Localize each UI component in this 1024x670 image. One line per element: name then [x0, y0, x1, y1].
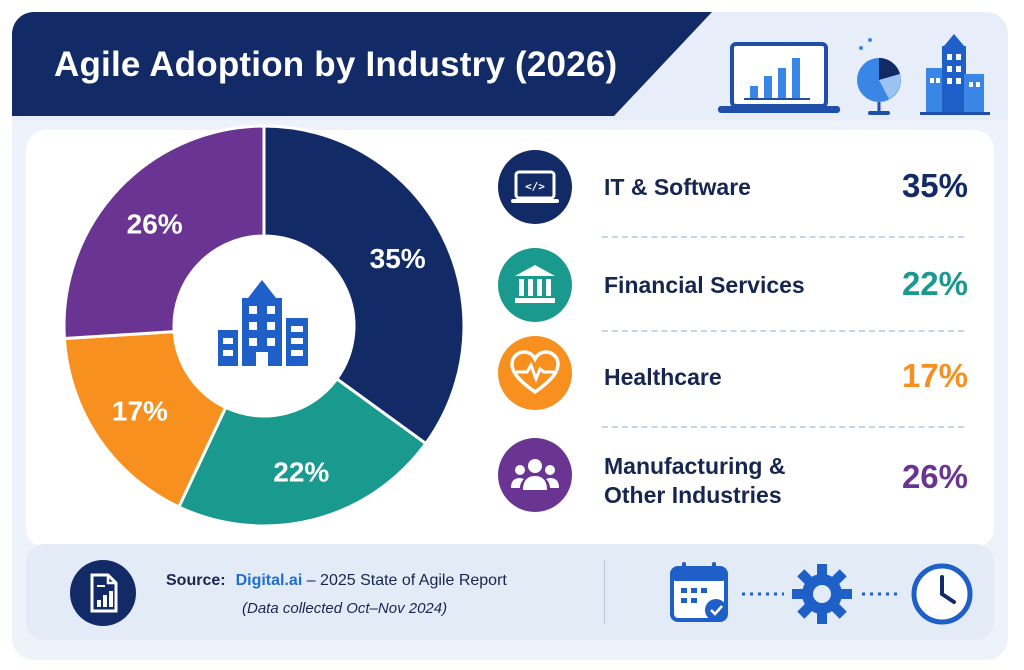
slice-label-healthcare: 17%	[112, 395, 168, 426]
legend-label-healthcare: Healthcare	[604, 364, 722, 390]
divider	[602, 236, 964, 238]
legend-value-healthcare: 17%	[901, 357, 968, 394]
legend-label-manufacturing: Manufacturing & Other Industries	[604, 453, 786, 508]
people-group-icon	[498, 438, 572, 512]
donut-chart: 35% 22% 17% 26%	[62, 124, 466, 528]
legend-value-manufacturing: 26%	[901, 458, 968, 495]
laptop-bar-chart-icon	[718, 42, 840, 113]
legend-label-financial-services: Financial Services	[604, 272, 805, 298]
divider	[602, 330, 964, 332]
legend-label-it-software: IT & Software	[604, 174, 751, 200]
title-bar: Agile Adoption by Industry (2026)	[12, 12, 712, 116]
slice-label-it-software: 35%	[370, 243, 426, 274]
legend-item-healthcare: Healthcare 17%	[498, 332, 968, 422]
legend-value-financial-services: 22%	[901, 265, 968, 302]
header-illustration	[718, 34, 990, 115]
divider	[602, 426, 964, 428]
source-label: Source:	[166, 572, 226, 589]
legend-item-manufacturing: Manufacturing & Other Industries 26%	[498, 432, 968, 522]
legend-value-it-software: 35%	[901, 167, 968, 204]
legend-item-financial-services: Financial Services 22%	[498, 238, 968, 328]
bank-icon	[498, 248, 572, 322]
laptop-code-icon: </>	[498, 150, 572, 224]
svg-text:</>: </>	[525, 180, 545, 193]
footer-panel: Source: Digital.ai – 2025 State of Agile …	[26, 544, 994, 640]
source-title: – 2025 State of Agile Report	[302, 572, 507, 589]
gear-icon	[792, 564, 852, 624]
clock-icon	[911, 563, 973, 625]
source-link[interactable]: Digital.ai	[235, 572, 303, 589]
divider	[604, 560, 605, 624]
building-icon	[218, 280, 308, 366]
page-title: Agile Adoption by Industry (2026)	[54, 45, 618, 84]
heart-pulse-icon	[498, 336, 572, 410]
city-buildings-icon	[920, 34, 990, 115]
source-line: Source: Digital.ai – 2025 State of Agile …	[166, 572, 507, 590]
slice-label-manufacturing: 26%	[127, 208, 183, 239]
legend-item-it-software: </> IT & Software 35%	[498, 140, 968, 230]
slice-label-financial-services: 22%	[273, 456, 329, 487]
source-note: (Data collected Oct–Nov 2024)	[242, 600, 448, 617]
footer-icons	[670, 562, 973, 625]
globe-pie-chart-icon	[857, 38, 901, 115]
report-document-icon	[70, 560, 136, 626]
legend: </> IT & Software 35% Financial Services…	[498, 140, 968, 520]
calendar-check-icon	[670, 562, 728, 622]
